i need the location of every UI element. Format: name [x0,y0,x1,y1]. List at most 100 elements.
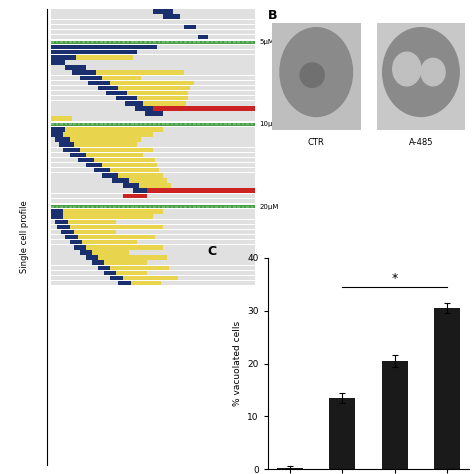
Text: CTR: CTR [308,138,325,147]
Bar [193,41,196,43]
Bar [184,123,187,125]
Bar [51,158,255,162]
Ellipse shape [383,27,459,117]
Bar [242,206,245,208]
Bar [140,123,143,125]
Bar [104,41,107,43]
Bar [228,41,231,43]
Bar [86,163,157,167]
Bar [100,206,102,208]
Bar [123,193,147,198]
Bar [51,178,255,182]
Bar [198,35,208,39]
Bar [242,123,245,125]
Bar [153,41,156,43]
Bar [51,183,255,188]
Bar [51,225,255,229]
Bar [51,210,164,214]
Bar [51,41,255,44]
Bar [64,41,67,43]
Bar [184,41,187,43]
Bar [164,15,180,19]
Bar [59,143,73,147]
Bar [233,41,236,43]
Bar [144,206,147,208]
Bar [91,41,94,43]
Bar [147,189,255,193]
Bar [91,123,94,125]
Bar [57,225,164,229]
Bar [55,123,58,125]
Bar [73,41,76,43]
Text: Single cell profile: Single cell profile [20,201,29,273]
Bar [51,214,64,219]
Bar [109,206,111,208]
Bar [215,41,218,43]
Bar [96,41,98,43]
Bar [131,123,134,125]
Bar [51,132,153,137]
Bar [180,123,182,125]
Bar [98,265,169,270]
Bar [51,255,255,260]
Text: B: B [268,9,277,22]
Bar [51,193,255,198]
Bar [51,30,255,34]
Bar [153,106,255,110]
Bar [135,106,153,110]
Bar [88,81,110,85]
Ellipse shape [300,63,324,87]
Bar [117,96,137,100]
Bar [82,123,85,125]
Bar [277,468,303,469]
Bar [171,206,173,208]
Bar [51,173,255,178]
Bar [69,41,72,43]
Bar [211,206,213,208]
Bar [140,206,143,208]
Bar [55,219,117,224]
Bar [51,281,255,285]
Bar [51,240,255,245]
Bar [70,240,137,245]
Bar [73,206,76,208]
Bar [102,173,164,178]
Bar [78,123,81,125]
Text: A-485: A-485 [409,138,433,147]
Bar [251,123,253,125]
Bar [51,123,54,125]
Bar [51,60,65,64]
Bar [51,276,255,280]
Text: 5μM: 5μM [259,39,274,45]
Bar [117,96,188,100]
Bar [228,206,231,208]
Bar [251,41,253,43]
Bar [153,9,173,14]
Y-axis label: % vacuolated cells: % vacuolated cells [233,321,242,406]
Bar [237,123,240,125]
Bar [157,123,160,125]
Bar [153,123,156,125]
Bar [65,65,78,70]
Bar [88,81,194,85]
Bar [80,250,128,255]
Bar [60,123,63,125]
Bar [82,41,85,43]
Bar [80,250,92,255]
Bar [51,50,255,55]
Bar [113,206,116,208]
Bar [51,127,164,132]
Bar [51,214,255,219]
Bar [233,206,236,208]
Bar [87,123,89,125]
Ellipse shape [280,27,353,117]
Bar [166,41,169,43]
Bar [51,50,137,55]
Bar [106,91,188,95]
Bar [112,178,128,182]
Bar [51,65,255,70]
Bar [51,55,255,60]
Bar [51,271,255,275]
Bar [157,41,160,43]
Bar [197,123,200,125]
